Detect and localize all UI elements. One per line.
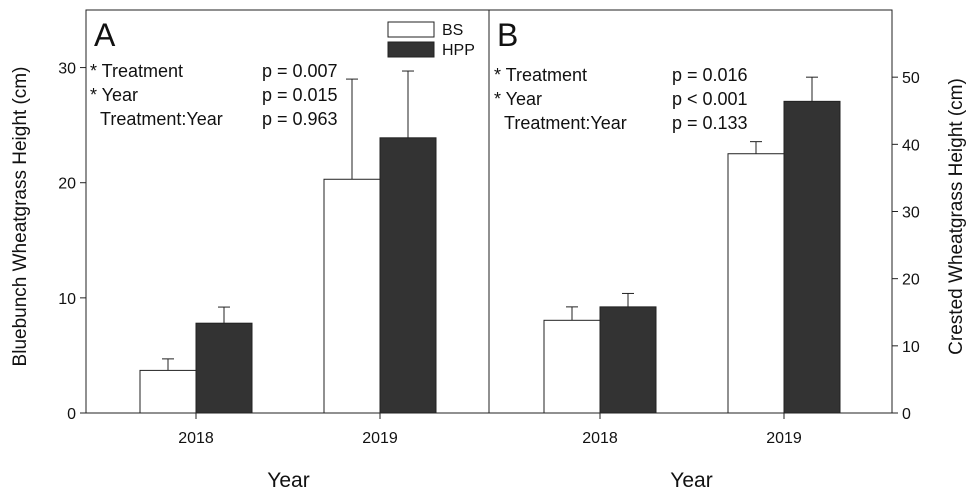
bar-hpp-2019: [783, 100, 841, 414]
y-tick-label: 20: [902, 272, 920, 289]
x-tick-label: 2018: [582, 430, 618, 447]
bar-bs-2018: [139, 369, 197, 414]
legend-label: BS: [442, 22, 463, 39]
stat-label: Treatment:Year: [504, 113, 627, 133]
legend-swatch-hpp: [387, 41, 435, 58]
stat-value: p < 0.001: [672, 89, 748, 109]
stat-value: p = 0.007: [262, 61, 338, 81]
stat-label: * Year: [494, 89, 542, 109]
y-tick-label: 50: [902, 70, 920, 87]
stat-value: p = 0.133: [672, 113, 748, 133]
panel-b: 0 10 20 30 40 50 2018 2019 B * Treatment p = 0.016…: [488, 9, 967, 490]
bar-hpp-2018: [599, 306, 657, 414]
stat-label: * Year: [90, 85, 138, 105]
legend-swatch-bs: [387, 21, 435, 38]
stat-label: * Treatment: [494, 65, 587, 85]
stat-label: * Treatment: [90, 61, 183, 81]
y-tick-label: 10: [902, 339, 920, 356]
bar-bs-2018: [543, 319, 601, 414]
x-tick-label: 2019: [766, 430, 802, 447]
bar-bs-2019: [727, 153, 785, 414]
bar-hpp-2019: [379, 137, 437, 414]
legend-label: HPP: [442, 42, 475, 59]
x-axis-title: Year: [267, 469, 309, 490]
y-tick-label: 10: [58, 291, 76, 308]
y-tick-label: 40: [902, 137, 920, 154]
panel-a: 0 10 20 30 2018 2019 A * Treatment p = 0.007 * Ye…: [10, 9, 490, 490]
stat-value: p = 0.015: [262, 85, 338, 105]
bar-bs-2019: [323, 178, 381, 414]
stat-value: p = 0.016: [672, 65, 748, 85]
legend: BS HPP: [387, 21, 475, 59]
y-tick-label: 0: [902, 406, 911, 423]
bar-hpp-2018: [195, 322, 253, 414]
x-tick-label: 2019: [362, 430, 398, 447]
x-tick-label: 2018: [178, 430, 214, 447]
y-tick-label: 20: [58, 176, 76, 193]
y-axis-title: Bluebunch Wheatgrass Height (cm): [10, 67, 31, 367]
stat-value: p = 0.963: [262, 109, 338, 129]
y-tick-label: 30: [902, 205, 920, 222]
panel-label: A: [94, 17, 116, 53]
panel-label: B: [497, 17, 518, 53]
stat-label: Treatment:Year: [100, 109, 223, 129]
y-tick-label: 0: [67, 406, 76, 423]
y-axis-title: Crested Wheatgrass Height (cm): [946, 78, 967, 355]
x-axis-title: Year: [670, 469, 712, 490]
y-tick-label: 30: [58, 61, 76, 78]
